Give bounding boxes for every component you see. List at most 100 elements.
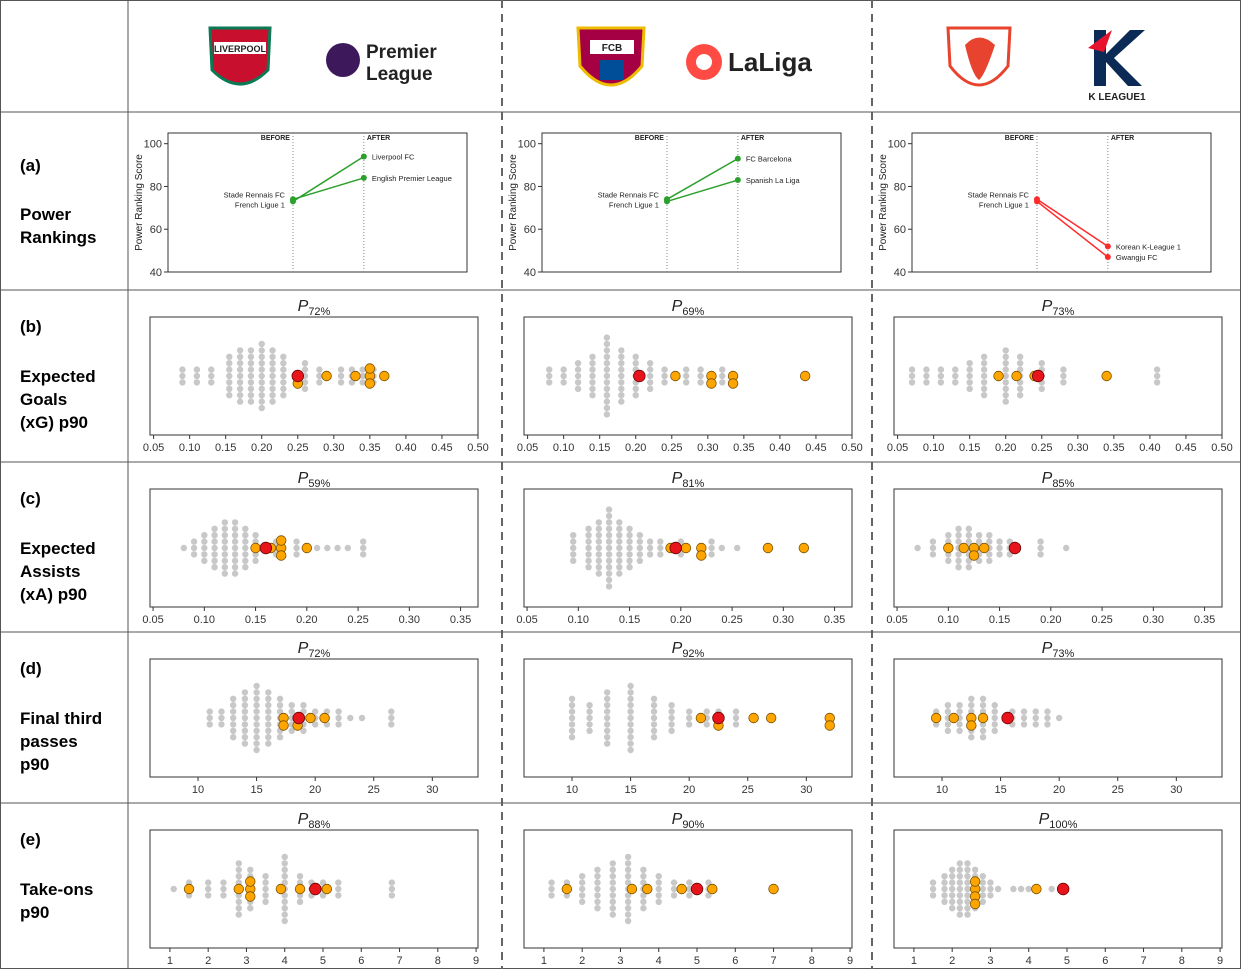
row-label: p90: [20, 755, 49, 774]
x-tick-label: 7: [770, 955, 776, 967]
population-dot: [1016, 385, 1024, 392]
population-dot: [589, 360, 596, 367]
percentile-symbol: P: [1042, 298, 1053, 315]
population-dot: [388, 708, 395, 715]
population-dot: [313, 544, 321, 552]
population-dot: [1153, 372, 1161, 380]
population-dot: [236, 372, 244, 380]
population-dot: [193, 366, 201, 373]
league-icon: [326, 43, 360, 77]
population-dot: [705, 879, 712, 886]
x-tick-label: 2: [579, 955, 585, 967]
population-dot: [201, 557, 208, 564]
x-tick-label: 0.30: [323, 442, 344, 454]
population-dot: [668, 721, 675, 728]
x-tick-label: 0.20: [670, 614, 691, 626]
row-label: Expected: [20, 367, 96, 386]
population-dot: [965, 525, 973, 532]
population-dot: [603, 727, 611, 734]
population-dot: [359, 379, 366, 386]
population-dot: [548, 885, 555, 893]
peer-dot: [275, 883, 287, 895]
population-dot: [980, 360, 988, 367]
population-dot: [964, 860, 971, 867]
population-dot: [719, 372, 726, 380]
population-dot: [657, 538, 664, 545]
y-tick-label: 60: [150, 224, 162, 236]
population-dot: [241, 695, 249, 702]
population-dot: [226, 379, 233, 386]
population-dot: [236, 398, 244, 405]
population-dot: [670, 892, 678, 899]
population-dot: [668, 708, 675, 715]
population-dot: [241, 689, 249, 696]
population-dot: [703, 708, 710, 715]
population-dot: [281, 911, 288, 918]
population-dot: [986, 557, 993, 564]
population-dot: [311, 721, 319, 728]
player-dot: [712, 711, 725, 725]
population-dot: [956, 866, 964, 873]
population-dot: [603, 734, 611, 741]
plot-area: [523, 658, 853, 778]
population-dot: [956, 879, 964, 886]
population-dot: [626, 551, 633, 558]
population-dot: [964, 898, 971, 905]
population-dot: [605, 506, 613, 513]
population-dot: [190, 544, 198, 552]
population-dot: [253, 746, 260, 754]
population-dot: [996, 551, 1003, 558]
population-dot: [609, 885, 616, 893]
population-dot: [595, 532, 603, 539]
population-dot: [964, 866, 971, 873]
population-dot: [603, 340, 611, 348]
population-dot: [258, 398, 265, 405]
plot-area: [523, 488, 853, 608]
population-dot: [589, 392, 596, 399]
x-tick-label: 8: [435, 955, 441, 967]
percentile-value: 72%: [308, 648, 330, 660]
population-dot: [632, 392, 639, 399]
population-dot: [956, 873, 964, 880]
player-dot: [633, 369, 646, 383]
row-label: (xG) p90: [20, 413, 88, 432]
population-dot: [574, 360, 582, 367]
population-dot: [987, 885, 994, 893]
percentile-value: 92%: [682, 648, 704, 660]
x-tick-label: 30: [800, 784, 812, 796]
population-dot: [605, 532, 613, 539]
population-dot: [229, 702, 237, 709]
population-dot: [206, 721, 213, 728]
population-dot: [388, 879, 396, 886]
population-dot: [578, 873, 586, 880]
plot-area: [911, 132, 1212, 273]
population-dot: [231, 557, 239, 564]
population-dot: [618, 366, 625, 373]
population-dot: [605, 576, 613, 584]
row-letter: (d): [20, 659, 42, 678]
population-dot: [627, 746, 634, 754]
x-tick-label: 6: [358, 955, 364, 967]
population-dot: [979, 873, 986, 880]
population-dot: [388, 714, 395, 722]
crest-text: FCB: [602, 43, 623, 54]
population-dot: [1002, 353, 1009, 360]
population-dot: [208, 366, 215, 373]
population-dot: [705, 892, 712, 899]
population-dot: [618, 392, 625, 399]
x-tick-label: 30: [1170, 784, 1182, 796]
population-dot: [964, 911, 971, 918]
population-dot: [546, 379, 553, 386]
plot-area: [523, 829, 853, 949]
population-dot: [603, 740, 611, 747]
peer-dot: [798, 542, 810, 554]
x-tick-label: 0.25: [661, 442, 682, 454]
population-dot: [1032, 708, 1039, 715]
population-dot: [231, 519, 239, 526]
x-tick-label: 10: [936, 784, 948, 796]
population-dot: [334, 544, 341, 552]
peer-dot: [765, 712, 777, 724]
population-dot: [358, 714, 366, 722]
population-dot: [929, 892, 937, 899]
